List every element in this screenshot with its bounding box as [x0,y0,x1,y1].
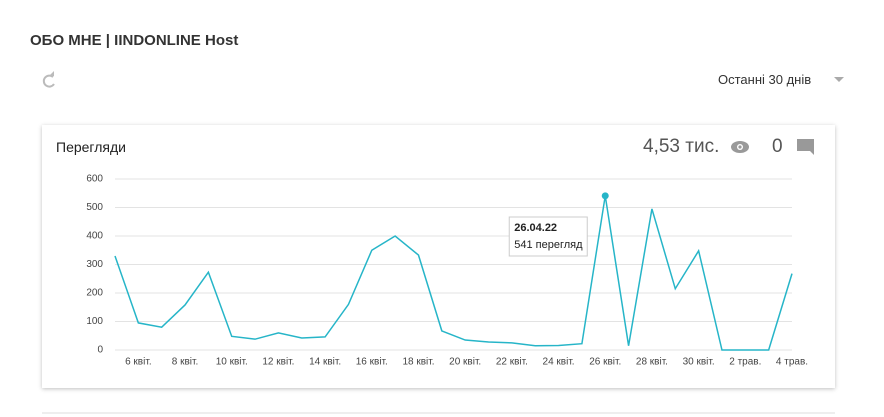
y-tick-label: 500 [86,202,103,213]
x-tick-label: 20 квіт. [449,357,481,368]
eye-icon [731,141,749,153]
tooltip-title: 26.04.22 [514,222,557,234]
page-title: ОБО МНЕ | IINDONLINE Host [30,32,239,49]
y-tick-label: 100 [86,316,103,327]
period-select[interactable]: Останні 30 днів [718,72,812,87]
x-tick-label: 30 квіт. [683,357,715,368]
y-tick-label: 400 [86,231,103,242]
x-tick-label: 10 квіт. [216,357,248,368]
y-tick-label: 200 [86,288,103,299]
x-tick-label: 8 квіт. [172,357,199,368]
hover-point [601,192,609,200]
refresh-icon[interactable] [42,71,55,88]
x-tick-label: 16 квіт. [356,357,388,368]
tooltip-box [508,216,588,257]
x-tick-label: 24 квіт. [543,357,575,368]
y-tick-label: 0 [97,345,103,356]
x-tick-label: 22 квіт. [496,357,528,368]
views-total: 4,53 тис. [643,136,720,157]
card-title: Перегляди [56,139,126,155]
x-tick-label: 28 квіт. [636,357,668,368]
dropdown-arrow[interactable] [834,77,844,82]
x-tick-label: 2 трав. [729,357,761,368]
x-tick-label: 4 трав. [776,357,808,368]
tooltip-text: 541 перегляд [514,239,583,251]
y-tick-label: 300 [86,259,103,270]
card [42,125,835,388]
x-tick-label: 26 квіт. [589,357,621,368]
x-tick-label: 6 квіт. [125,357,152,368]
comments-total: 0 [772,136,783,157]
x-tick-label: 12 квіт. [262,357,294,368]
x-tick-label: 14 квіт. [309,357,341,368]
y-tick-label: 600 [86,174,103,185]
line [114,195,793,351]
x-tick-label: 18 квіт. [402,357,434,368]
tooltip: 26.04.22 541 перегляд [508,216,588,257]
comment-icon [797,139,814,155]
